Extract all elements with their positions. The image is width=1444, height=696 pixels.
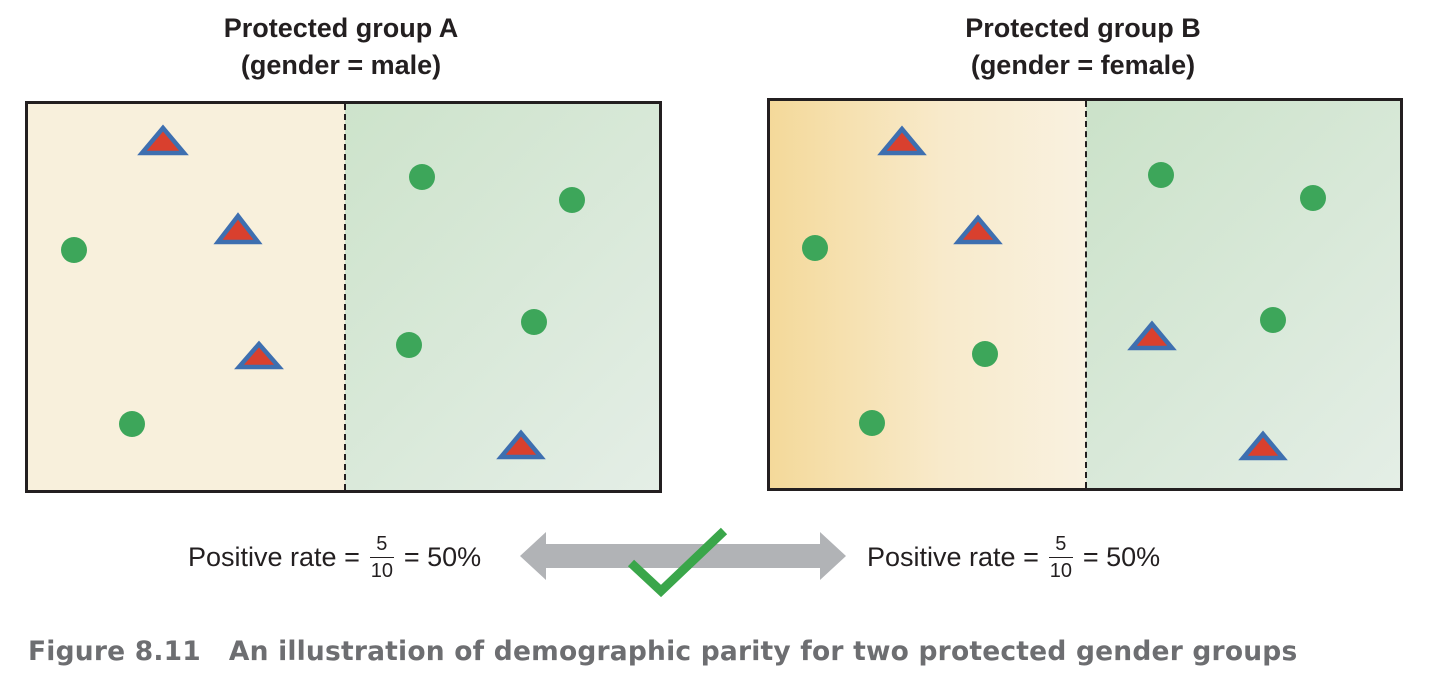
positive-rate-fraction: 5 10 [369,532,394,582]
circle-marker [802,235,828,261]
group-a-circles [61,164,585,437]
circle-marker [61,237,87,263]
circle-marker [859,410,885,436]
circle-marker [396,332,422,358]
comparison-graphic [520,527,846,598]
group-b-triangles [877,125,1288,461]
positive-rate-label: Positive rate = [188,541,360,572]
circle-marker [1300,185,1326,211]
checkmark-icon [627,527,728,598]
group-b-title-line1: Protected group B [965,13,1201,43]
triangle-marker [1127,320,1177,351]
fraction-bar [369,556,394,558]
circle-marker [409,164,435,190]
circle-marker [972,341,998,367]
group-a-title: Protected group A (gender = male) [111,10,571,84]
group-a-decision-boundary [344,104,346,490]
circle-marker [559,187,585,213]
figure-number: Figure 8.11 [28,636,201,667]
triangle-marker [877,125,927,156]
double-headed-arrow-icon [520,532,846,580]
group-a-panel [25,101,662,493]
figure-caption: Figure 8.11 An illustration of demographi… [28,636,1297,667]
group-b-positive-rate: Positive rate = 5 10 = 50% [867,528,1160,586]
triangle-marker [213,212,263,245]
group-b-title: Protected group B (gender = female) [853,10,1313,84]
group-a-triangles [137,124,546,460]
group-b-negative-region [770,101,1086,488]
circle-marker [521,309,547,335]
triangle-marker [496,429,546,460]
positive-rate-result: = 50% [1082,541,1161,572]
circle-marker [1148,162,1174,188]
positive-rate-label: Positive rate = [867,541,1039,572]
fraction-denominator: 10 [370,559,393,582]
triangle-marker [234,340,284,370]
positive-rate-fraction: 5 10 [1048,532,1073,582]
group-b-positive-region [1086,101,1400,488]
group-b-marks [802,125,1326,461]
fraction-numerator: 5 [1055,532,1067,555]
group-a-negative-region [28,104,345,490]
group-b-title-line2: (gender = female) [970,50,1196,80]
group-a-marks [61,124,585,460]
positive-rate-result: = 50% [403,541,482,572]
group-b-decision-boundary [1085,101,1087,488]
figure-caption-text: An illustration of demographic parity fo… [228,636,1298,667]
group-a-title-line1: Protected group A [223,13,459,43]
group-a-positive-rate: Positive rate = 5 10 = 50% [188,528,481,586]
circle-marker [119,411,145,437]
group-b-panel [767,98,1403,491]
fraction-numerator: 5 [376,532,388,555]
circle-marker [1260,307,1286,333]
group-b-circles [802,162,1326,436]
triangle-marker [137,124,189,156]
fraction-bar [1048,556,1073,558]
triangle-marker [953,214,1003,245]
group-a-positive-region [345,104,659,490]
fraction-denominator: 10 [1049,559,1072,582]
triangle-marker [1238,430,1288,461]
group-a-title-line2: (gender = male) [240,50,442,80]
